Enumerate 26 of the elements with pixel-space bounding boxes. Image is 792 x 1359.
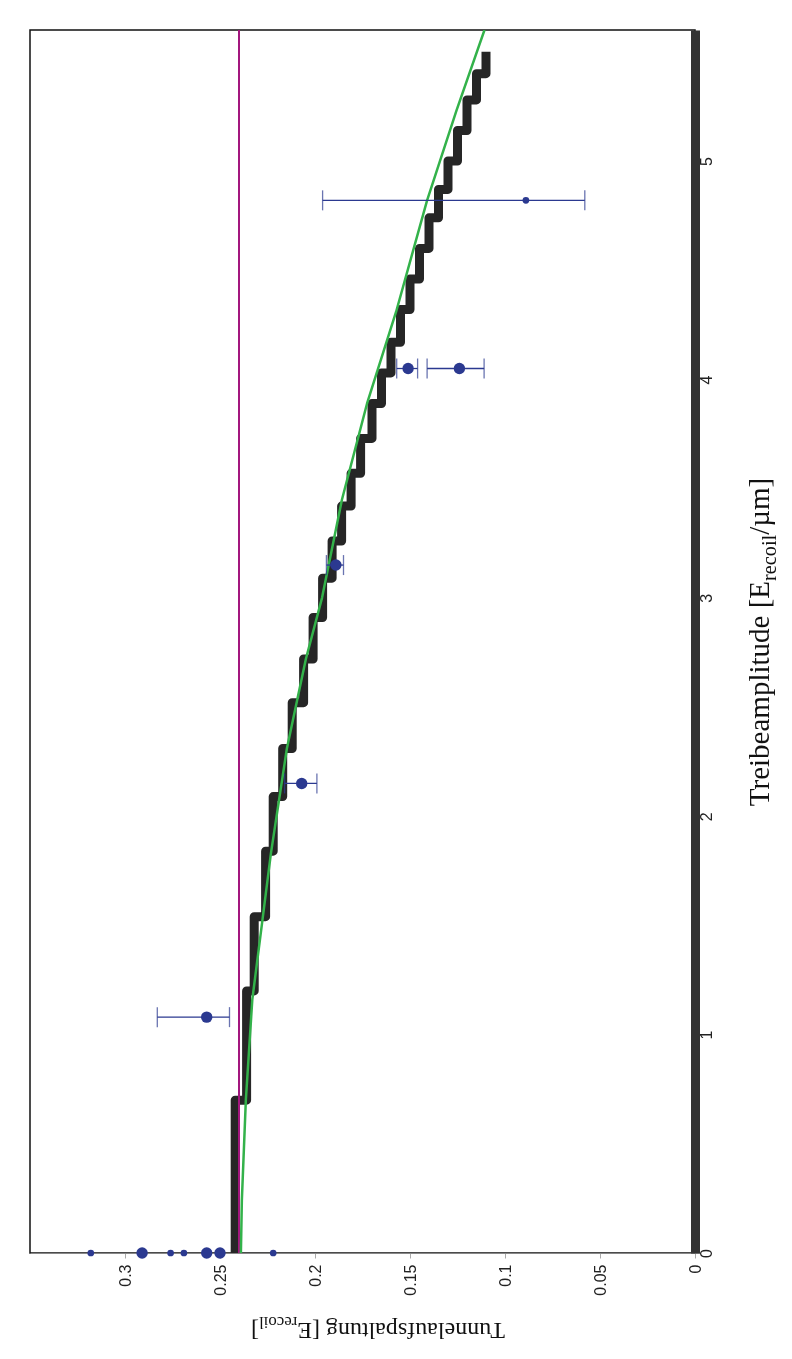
point	[201, 1247, 213, 1259]
point	[136, 1247, 148, 1259]
point	[330, 559, 342, 571]
point	[296, 777, 308, 790]
y-tick-label: 5	[697, 156, 715, 166]
point	[453, 362, 466, 375]
x-tick-label: 0	[686, 1264, 704, 1274]
x-tick-label: 0.15	[401, 1264, 419, 1296]
point	[522, 197, 530, 204]
point	[269, 1249, 277, 1257]
point	[87, 1249, 95, 1257]
y-tick-label: 1	[697, 1030, 715, 1040]
x-tick-label: 0.05	[591, 1264, 609, 1296]
point	[214, 1247, 226, 1259]
point	[201, 1011, 213, 1023]
x-tick-label: 0.3	[116, 1264, 134, 1287]
y-tick-label: 2	[697, 812, 715, 822]
point	[402, 362, 414, 375]
y-tick-label: 4	[697, 375, 715, 385]
point	[167, 1249, 174, 1257]
x-tick-label: 0.1	[496, 1264, 514, 1287]
x-tick-label: 0.25	[211, 1264, 229, 1296]
y-tick-label: 0	[697, 1248, 715, 1258]
point	[180, 1249, 188, 1257]
x-tick-label: 0.2	[306, 1264, 324, 1287]
y-tick-label: 3	[697, 593, 715, 603]
